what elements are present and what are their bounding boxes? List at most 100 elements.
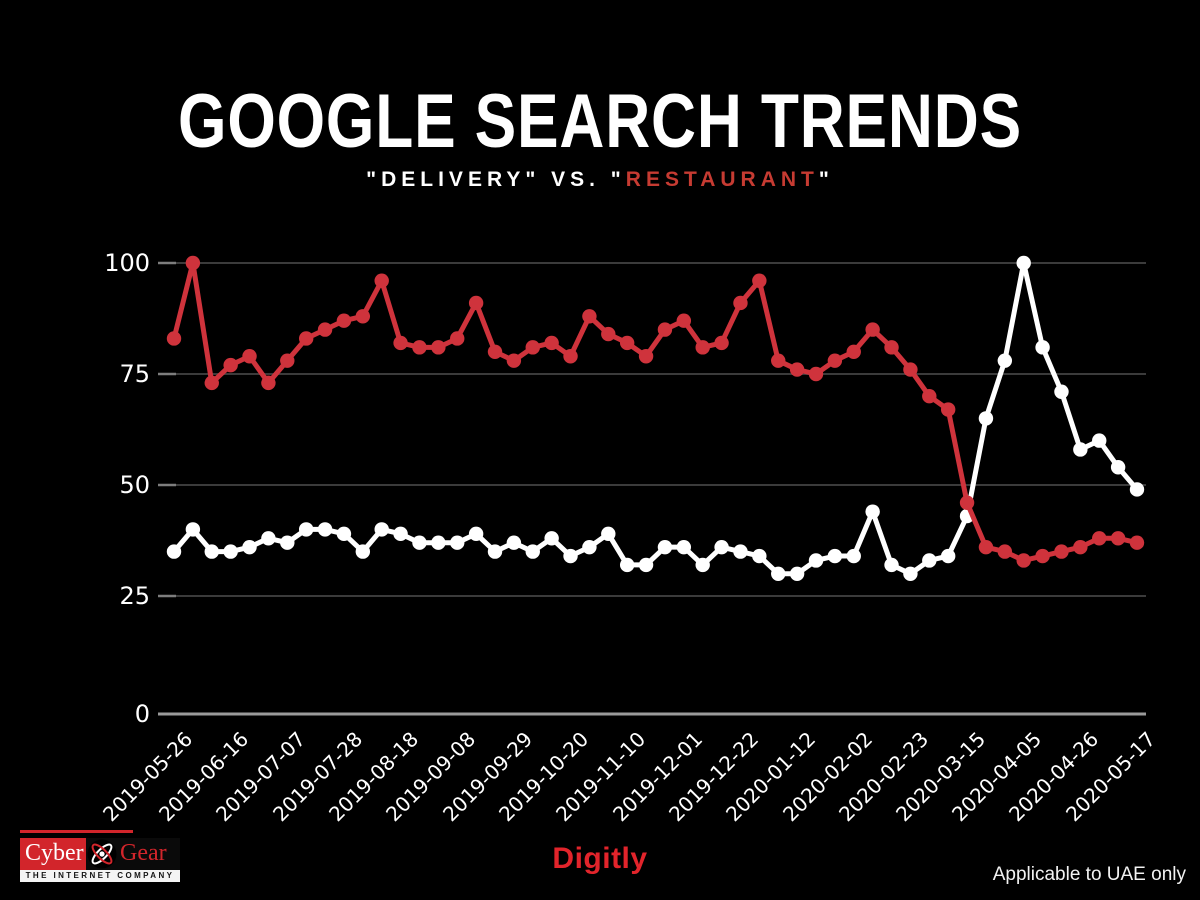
logo-cyber-text: Cyber: [20, 838, 86, 870]
delivery-marker-2019-12-01: [676, 539, 692, 555]
delivery-marker-2019-08-11: [374, 522, 389, 537]
restaurant-marker-2019-11-03: [601, 326, 616, 342]
digitly-brand: Digitly: [552, 842, 648, 875]
restaurant-marker-2020-01-05: [771, 353, 786, 368]
chart-subtitle: "DELIVERY" VS. "RESTAURANT": [0, 168, 1200, 192]
delivery-marker-2019-10-27: [582, 539, 597, 555]
restaurant-marker-2020-03-15: [959, 495, 975, 510]
delivery-marker-2019-07-07: [280, 535, 295, 550]
restaurant-marker-2019-12-01: [676, 313, 692, 328]
restaurant-marker-2019-09-29: [506, 353, 522, 368]
restaurant-marker-2019-08-18: [393, 335, 408, 351]
restaurant-marker-2019-10-20: [563, 349, 578, 364]
restaurant-marker-2019-07-21: [317, 322, 333, 337]
logo-top-accent: [20, 830, 133, 833]
delivery-marker-2020-02-16: [884, 557, 899, 573]
restaurant-marker-2019-06-30: [261, 375, 276, 391]
y-axis-tick-label-25: 25: [119, 582, 150, 610]
delivery-marker-2019-06-16: [223, 544, 238, 559]
delivery-marker-2020-03-01: [922, 553, 937, 568]
delivery-marker-2019-09-01: [431, 535, 446, 550]
delivery-marker-2020-03-08: [940, 548, 956, 564]
restaurant-marker-2020-03-08: [940, 402, 956, 417]
logo-main-row: Cyber Gear: [20, 838, 180, 870]
subtitle-restaurant: RESTAURANT: [625, 168, 819, 191]
restaurant-marker-2019-11-17: [638, 349, 654, 364]
delivery-marker-2020-05-03: [1092, 433, 1107, 448]
delivery-marker-2020-04-19: [1054, 384, 1069, 399]
delivery-marker-2020-04-05: [1016, 255, 1031, 271]
y-axis-tick-label-50: 50: [119, 471, 150, 499]
delivery-marker-2019-11-03: [601, 526, 616, 542]
delivery-marker-2020-05-10: [1110, 460, 1126, 475]
delivery-marker-2019-12-22: [733, 544, 748, 559]
y-axis-tick-label-0: 0: [134, 700, 150, 728]
y-axis-tick-label-100: 100: [104, 249, 150, 277]
restaurant-marker-2019-06-09: [204, 375, 219, 391]
delivery-marker-2020-04-26: [1073, 442, 1088, 457]
y-axis-tick-label-75: 75: [119, 360, 150, 388]
delivery-marker-2019-05-26: [166, 544, 182, 559]
delivery-marker-2019-12-29: [752, 548, 767, 564]
delivery-marker-2019-10-06: [525, 544, 540, 559]
delivery-marker-2020-04-12: [1035, 340, 1050, 355]
delivery-trend-line: [171, 260, 1140, 577]
restaurant-marker-2019-09-15: [468, 295, 484, 311]
restaurant-marker-2019-10-27: [582, 309, 597, 324]
logo-tagline: THE INTERNET COMPANY: [20, 870, 180, 882]
subtitle-close-quote: ": [818, 168, 834, 191]
restaurant-marker-2020-02-02: [846, 344, 861, 359]
restaurant-marker-2020-01-12: [789, 362, 805, 377]
restaurant-marker-2019-10-13: [544, 335, 559, 351]
delivery-marker-2019-06-02: [185, 522, 201, 537]
atom-icon: [86, 838, 118, 870]
restaurant-marker-2019-06-02: [185, 255, 201, 271]
delivery-marker-2020-02-23: [903, 566, 918, 581]
delivery-marker-2020-02-09: [865, 504, 880, 519]
delivery-marker-2020-01-12: [789, 566, 805, 581]
restaurant-marker-2020-05-17: [1129, 535, 1145, 550]
restaurant-marker-2019-08-04: [355, 309, 371, 324]
restaurant-marker-2020-01-26: [827, 353, 843, 368]
restaurant-marker-2019-12-15: [714, 335, 729, 351]
delivery-marker-2019-12-15: [714, 539, 729, 555]
atom-orbits-icon: [87, 839, 117, 869]
delivery-marker-2019-11-17: [638, 557, 654, 573]
restaurant-marker-2020-04-19: [1054, 544, 1069, 559]
delivery-marker-2019-11-10: [619, 557, 635, 573]
restaurant-marker-2020-02-23: [903, 362, 918, 377]
restaurant-marker-2020-03-29: [997, 544, 1013, 559]
restaurant-marker-2020-01-19: [808, 366, 824, 382]
restaurant-trend-line: [171, 260, 1140, 563]
delivery-marker-2019-10-20: [563, 548, 578, 564]
delivery-marker-2019-06-23: [242, 539, 257, 555]
delivery-marker-2019-10-13: [544, 531, 559, 546]
applicability-note: Applicable to UAE only: [992, 864, 1186, 885]
delivery-marker-2020-03-29: [997, 353, 1013, 368]
restaurant-marker-2019-05-26: [166, 331, 182, 346]
delivery-marker-2019-06-30: [261, 531, 276, 546]
restaurant-marker-2019-11-24: [657, 322, 673, 337]
delivery-marker-2019-08-25: [412, 535, 427, 550]
restaurant-marker-2019-12-08: [695, 340, 710, 355]
restaurant-marker-2019-12-22: [733, 295, 748, 311]
restaurant-marker-2020-05-10: [1110, 531, 1126, 546]
delivery-marker-2020-02-02: [846, 548, 861, 564]
delivery-marker-2019-09-22: [487, 544, 503, 559]
delivery-marker-2019-07-28: [336, 526, 352, 542]
delivery-marker-2020-05-17: [1129, 482, 1145, 497]
delivery-marker-2019-09-08: [450, 535, 465, 550]
delivery-marker-2019-07-14: [298, 522, 314, 537]
cybergear-logo: Cyber Gear THE INTERNET COMPANY: [20, 838, 180, 882]
restaurant-marker-2020-02-16: [884, 340, 899, 355]
logo-gear-text: Gear: [120, 840, 167, 866]
delivery-marker-2019-07-21: [317, 522, 333, 537]
restaurant-marker-2019-07-28: [336, 313, 352, 328]
restaurant-marker-2019-09-22: [487, 344, 503, 359]
restaurant-marker-2020-04-05: [1016, 553, 1031, 568]
restaurant-marker-2020-04-12: [1035, 548, 1050, 564]
delivery-marker-2020-03-22: [978, 411, 994, 426]
restaurant-marker-2019-08-25: [412, 340, 427, 355]
restaurant-marker-2020-03-01: [922, 389, 937, 404]
